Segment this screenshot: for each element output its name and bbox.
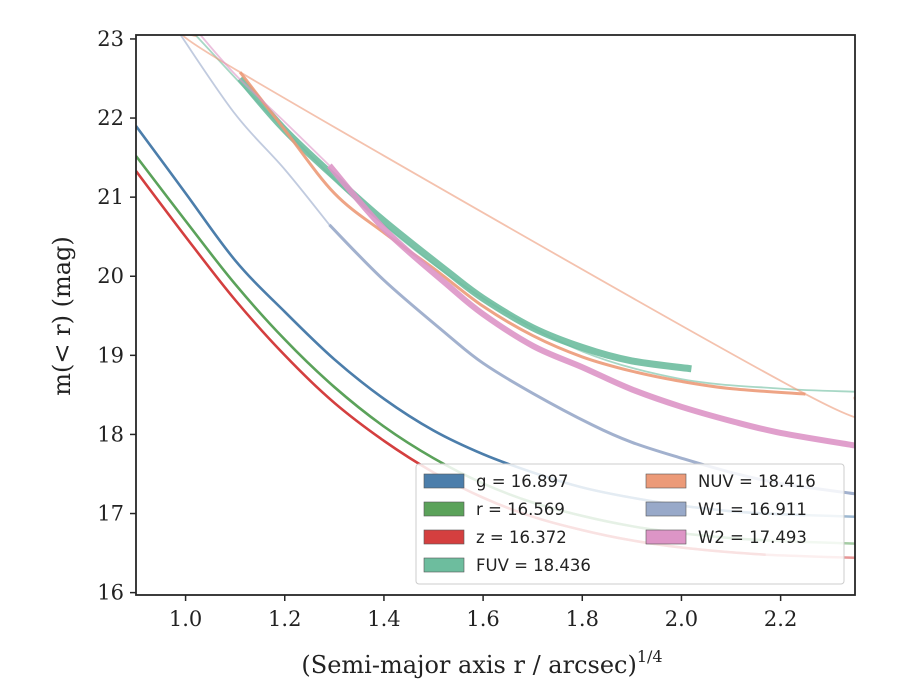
series-band — [237, 76, 692, 373]
x-axis-label-text: (Semi-major axis r / arcsec) — [301, 651, 636, 679]
y-tick-label: 17 — [97, 502, 124, 526]
legend-swatch — [645, 473, 687, 489]
legend-swatch — [423, 529, 465, 545]
x-tick-label: 1.6 — [466, 607, 499, 631]
x-tick-label: 1.2 — [268, 607, 301, 631]
x-tick-label: 1.0 — [169, 607, 202, 631]
legend-label: FUV = 18.436 — [476, 556, 591, 575]
y-tick-label: 19 — [97, 343, 124, 367]
legend-swatch — [423, 501, 465, 517]
legend-label: g = 16.897 — [476, 472, 569, 491]
x-tick-label: 1.8 — [566, 607, 599, 631]
legend-label: W1 = 16.911 — [698, 500, 807, 519]
x-axis-label: (Semi-major axis r / arcsec)1/4 — [301, 647, 662, 679]
legend-label: NUV = 18.416 — [698, 472, 816, 491]
y-tick-label: 23 — [97, 27, 124, 51]
y-axis: 16 17 18 19 20 21 22 23 — [97, 27, 136, 605]
y-tick-label: 20 — [97, 264, 124, 288]
x-axis: 1.0 1.2 1.4 1.6 1.8 2.0 2.2 — [169, 595, 797, 631]
x-tick-label: 2.2 — [764, 607, 797, 631]
x-axis-label-exponent: 1/4 — [637, 647, 663, 666]
y-tick-label: 16 — [97, 581, 124, 605]
y-tick-label: 22 — [97, 106, 124, 130]
legend-frame — [415, 463, 845, 585]
legend-label: r = 16.569 — [476, 500, 565, 519]
legend-label: z = 16.372 — [476, 528, 567, 547]
y-axis-label: m(< r) (mag) — [48, 236, 76, 395]
legend: g = 16.897 NUV = 18.416 r = 16.569 W1 = 16.… — [415, 463, 845, 585]
legend-swatch — [645, 529, 687, 545]
legend-label: W2 = 17.493 — [698, 528, 807, 547]
plot-frame — [135, 34, 856, 596]
series-band — [238, 71, 806, 396]
series-extrapolation — [179, 35, 331, 226]
x-tick-label: 2.0 — [665, 607, 698, 631]
legend-swatch — [423, 557, 465, 573]
legend-swatch — [423, 473, 465, 489]
y-tick-label: 21 — [97, 185, 124, 209]
series-extrapolation — [199, 35, 331, 167]
series-band — [327, 163, 855, 449]
y-tick-label: 18 — [97, 422, 124, 446]
legend-swatch — [645, 501, 687, 517]
x-tick-label: 1.4 — [367, 607, 400, 631]
